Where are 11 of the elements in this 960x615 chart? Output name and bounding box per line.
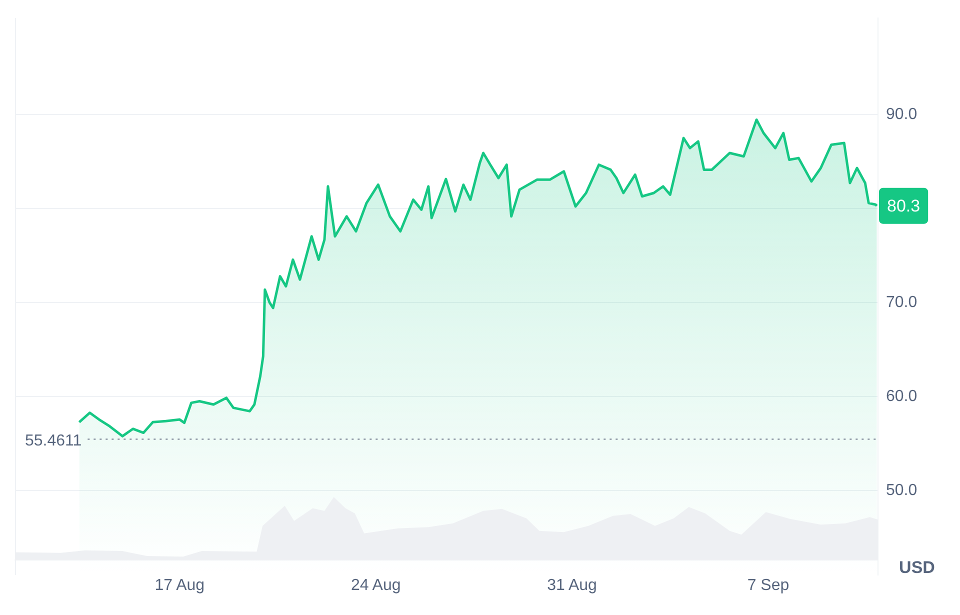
x-tick-label: 31 Aug <box>547 576 597 594</box>
x-tick-label: 24 Aug <box>350 576 401 594</box>
ref-line-label: 55.4611 <box>25 432 82 450</box>
y-axis-title: USD <box>899 558 935 577</box>
y-tick-label: 70.0 <box>886 294 918 312</box>
y-tick-label: 90.0 <box>886 106 918 124</box>
y-tick-label: 50.0 <box>886 482 918 499</box>
x-tick-label: 7 Sep <box>747 576 790 594</box>
text: 80.3 <box>887 196 920 216</box>
y-tick-label: 60.0 <box>886 388 918 405</box>
x-tick-label: 17 Aug <box>154 576 205 594</box>
